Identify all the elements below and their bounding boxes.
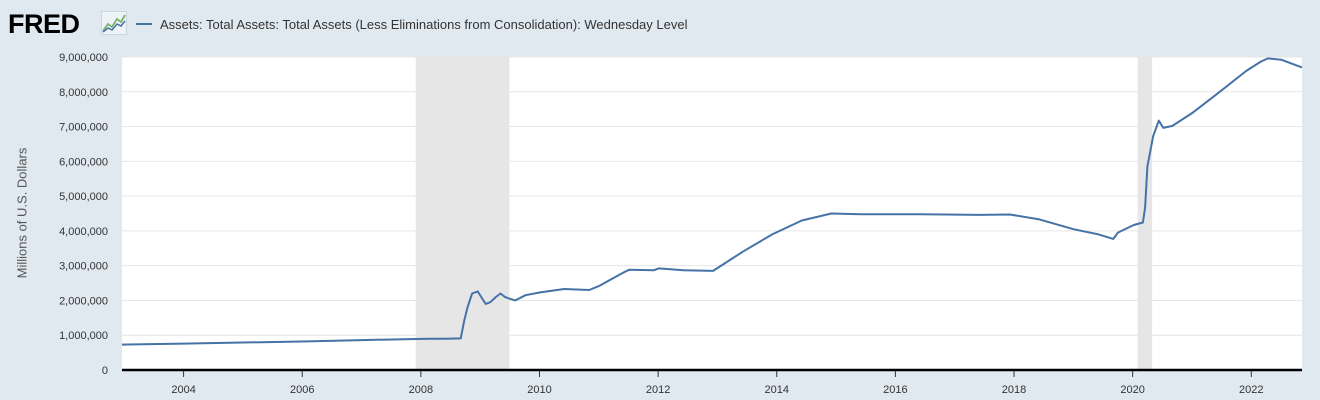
x-tick-label: 2012 xyxy=(646,384,670,396)
y-tick-label: 8,000,000 xyxy=(59,87,108,99)
x-tick-label: 2010 xyxy=(527,384,551,396)
x-tick-label: 2004 xyxy=(171,384,195,396)
y-tick-label: 7,000,000 xyxy=(59,122,108,134)
x-tick-label: 2018 xyxy=(1002,384,1026,396)
plot-area xyxy=(122,57,1302,370)
y-tick-label: 9,000,000 xyxy=(59,52,108,64)
legend-swatch xyxy=(136,23,152,25)
line-graph-icon xyxy=(101,11,127,35)
series-line xyxy=(121,57,1303,346)
y-tick-label: 2,000,000 xyxy=(59,295,108,307)
x-tick-label: 2014 xyxy=(765,384,789,396)
recession-shading xyxy=(415,57,510,370)
legend-series-label: Assets: Total Assets: Total Assets (Less… xyxy=(160,16,688,32)
y-tick-label: 4,000,000 xyxy=(59,226,108,238)
chart-legend[interactable]: Assets: Total Assets: Total Assets (Less… xyxy=(136,14,687,34)
chart-header: FRED Assets: Total Assets: Total Assets … xyxy=(0,0,1320,48)
y-tick-label: 0 xyxy=(102,365,108,377)
fred-logo[interactable]: FRED xyxy=(8,9,80,39)
x-tick-label: 2006 xyxy=(290,384,314,396)
x-tick-label: 2008 xyxy=(409,384,433,396)
y-tick-label: 5,000,000 xyxy=(59,191,108,203)
y-tick-label: 3,000,000 xyxy=(59,261,108,273)
y-tick-label: 1,000,000 xyxy=(59,330,108,342)
x-tick-label: 2016 xyxy=(883,384,907,396)
x-tick-label: 2020 xyxy=(1120,384,1144,396)
x-tick-label: 2022 xyxy=(1239,384,1263,396)
y-tick-label: 6,000,000 xyxy=(59,156,108,168)
